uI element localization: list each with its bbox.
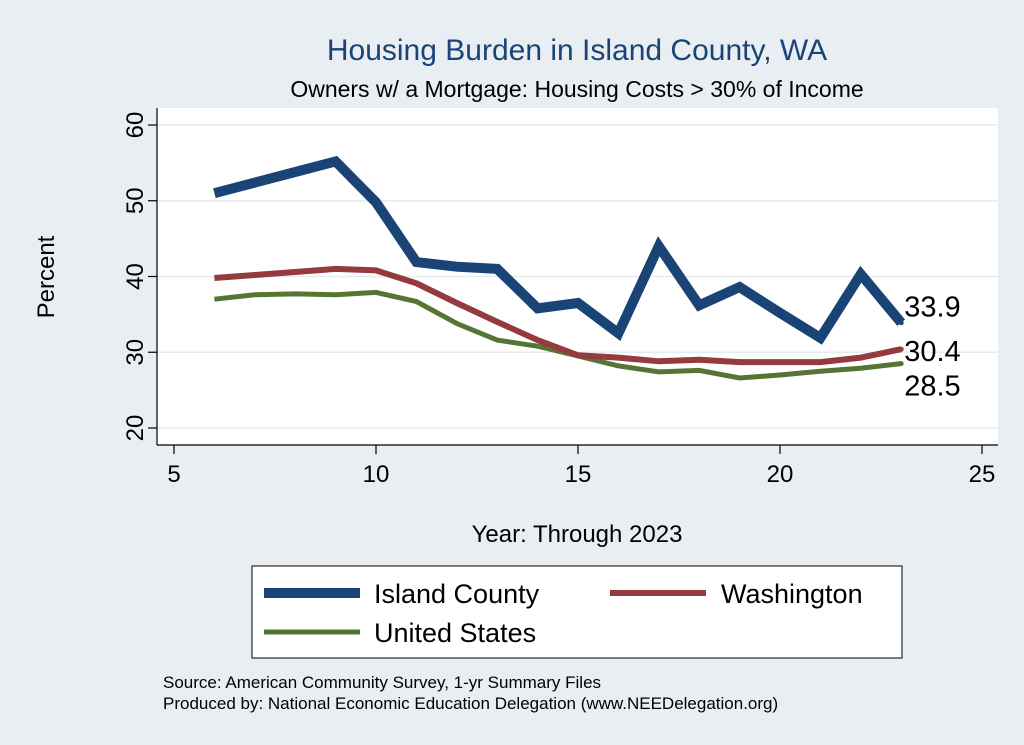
legend-item-island-county: Island County: [264, 579, 540, 609]
y-tick-label: 30: [122, 339, 149, 366]
legend-label-united-states: United States: [374, 618, 536, 648]
series-line-united-states: [214, 289, 902, 381]
legend-label-washington: Washington: [721, 579, 863, 609]
end-point-united-states: [898, 361, 904, 367]
end-label-island-county: 33.9: [904, 292, 960, 324]
legend-box: [251, 565, 903, 659]
x-tick-label: 5: [167, 461, 180, 488]
end-point-washington: [898, 346, 904, 352]
source-line-2: Produced by: National Economic Education…: [163, 694, 778, 713]
legend-label-island-county: Island County: [374, 579, 540, 609]
x-tick-label: 25: [969, 461, 996, 488]
x-tick-label: 15: [565, 461, 592, 488]
end-point-island-county: [898, 320, 904, 326]
series-line-washington: [214, 265, 902, 366]
x-tick-label: 10: [363, 461, 390, 488]
y-tick-label: 60: [122, 112, 149, 139]
chart-subtitle: Owners w/ a Mortgage: Housing Costs > 30…: [290, 76, 863, 102]
source-line-1: Source: American Community Survey, 1-yr …: [163, 673, 601, 692]
legend-item-washington: Washington: [610, 579, 863, 609]
series-line-island-county: [213, 155, 906, 345]
y-axis-label: Percent: [33, 235, 60, 318]
y-tick-label: 40: [122, 263, 149, 290]
x-axis-label: Year: Through 2023: [472, 521, 683, 548]
y-axis-ticks: 20 30 40 50 60: [122, 112, 157, 442]
series-lines: [213, 155, 906, 381]
legend-item-united-states: United States: [264, 618, 536, 648]
x-axis-ticks: 5 10 15 20 25: [167, 445, 995, 488]
y-tick-label: 50: [122, 187, 149, 214]
y-tick-label: 20: [122, 415, 149, 442]
chart-title: Housing Burden in Island County, WA: [327, 34, 827, 67]
end-label-washington: 30.4: [904, 336, 960, 368]
x-tick-label: 20: [767, 461, 794, 488]
end-label-united-states: 28.5: [904, 371, 960, 403]
end-labels: 33.9 30.428.5: [904, 292, 960, 403]
